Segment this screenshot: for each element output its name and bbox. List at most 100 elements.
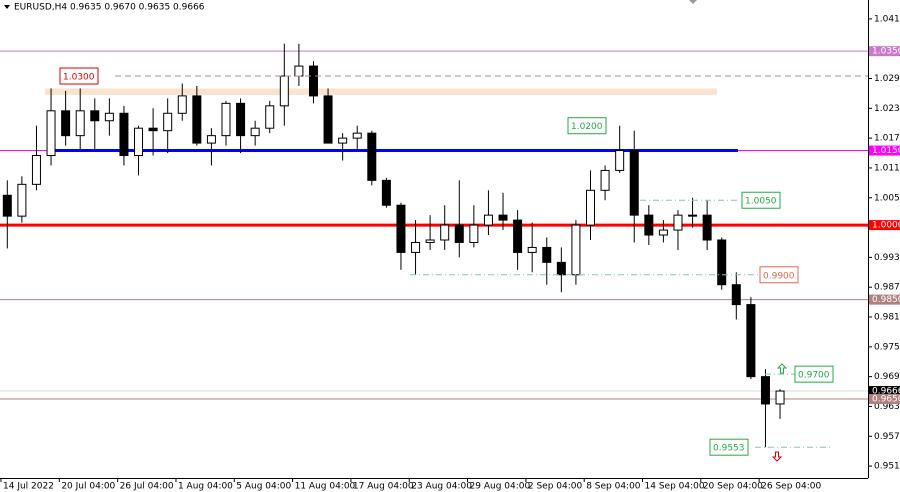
candle-body — [31, 155, 41, 185]
annotation-box — [567, 117, 607, 135]
level-tag — [869, 220, 900, 231]
level-tag-label: 1.0150 — [872, 146, 900, 156]
candle-body — [221, 102, 231, 137]
candle-body — [294, 65, 304, 77]
annotation-box — [709, 438, 749, 456]
annotation-box — [59, 67, 99, 85]
y-tick-label: 1.0115 — [874, 163, 900, 173]
candle-body — [134, 127, 144, 157]
candle-body — [250, 127, 260, 137]
x-tick-label: 11 Aug 04:00 — [295, 482, 356, 492]
shift-marker — [689, 0, 697, 4]
candle-body — [775, 390, 785, 405]
plot: 1.0415 1.0295 1.0235 1.0175 1.0115 1.0055 0.99… — [0, 14, 900, 492]
x-tick-label: 23 Aug 04:00 — [411, 482, 472, 492]
y-tick-label: 0.9815 — [874, 313, 900, 323]
y-tick-label: 1.0295 — [874, 74, 900, 84]
candle-body — [717, 239, 727, 286]
candle-body — [527, 246, 537, 253]
candle-body — [542, 246, 552, 263]
candle-body — [265, 105, 275, 129]
annotation-box — [741, 191, 781, 209]
y-tick-label: 1.0235 — [874, 104, 900, 114]
symbol-header: EURUSD,H4 0.9635 0.9670 0.9635 0.9666 — [14, 3, 205, 13]
annotation-box — [794, 365, 834, 383]
candle-body — [556, 261, 566, 276]
annotation-label: 0.9700 — [798, 371, 830, 381]
x-tick-label: 1 Aug 04:00 — [178, 482, 233, 492]
candle-body — [702, 214, 712, 241]
candle-body — [498, 214, 508, 221]
candle-body — [308, 65, 318, 97]
candle-body — [440, 224, 450, 241]
candle-body — [90, 110, 100, 122]
y-tick-label: 1.0055 — [874, 193, 900, 203]
candle-body — [338, 137, 348, 144]
candle-body — [513, 219, 523, 253]
x-tick-label: 29 Aug 04:00 — [470, 482, 531, 492]
level-tag-label: 1.0350 — [872, 47, 900, 57]
level-tag-label: 0.9666 — [872, 387, 900, 397]
candle-body — [177, 95, 187, 114]
candle-body — [148, 127, 158, 132]
level-tag-label: 0.9650 — [872, 394, 900, 404]
up-arrow — [776, 363, 788, 374]
candle-body — [396, 204, 406, 253]
menu-arrow[interactable] — [4, 5, 10, 9]
candle-body — [483, 214, 493, 226]
x-tick-label: 26 Sep 04:00 — [761, 482, 821, 492]
candle-body — [323, 95, 333, 144]
x-tick-label: 2 Sep 04:00 — [528, 482, 583, 492]
candle-body — [673, 214, 683, 231]
x-tick-label: 26 Jul 04:00 — [120, 482, 174, 492]
y-tick-label: 0.9875 — [874, 283, 900, 293]
y-tick-label: 0.9935 — [874, 253, 900, 263]
candle-body — [119, 112, 129, 157]
y-tick-label: 0.9635 — [874, 402, 900, 412]
x-tick-label: 20 Sep 04:00 — [703, 482, 763, 492]
candle-body — [2, 194, 12, 217]
candle-body — [236, 102, 246, 137]
level-tag — [869, 393, 900, 404]
level-tag — [869, 294, 900, 305]
candle-body — [629, 150, 639, 216]
x-tick-label: 14 Jul 2022 — [3, 482, 54, 492]
candle-body — [46, 110, 56, 157]
candle-body — [367, 132, 377, 181]
candle-body — [469, 224, 479, 243]
y-tick-label: 0.9755 — [874, 342, 900, 352]
annotation-box — [759, 266, 799, 284]
zone — [45, 88, 717, 95]
level-tag — [869, 386, 900, 397]
candle-body — [61, 110, 71, 137]
annotation-label: 0.9900 — [763, 271, 795, 281]
candle-body — [731, 284, 741, 306]
y-tick-label: 1.0415 — [874, 14, 900, 24]
candle-body — [600, 169, 610, 191]
annotation-label: 1.0300 — [63, 73, 95, 83]
y-tick-label: 0.9695 — [874, 372, 900, 382]
annotation-label: 0.9553 — [713, 444, 745, 454]
x-tick-label: 14 Sep 04:00 — [645, 482, 705, 492]
candle-body — [644, 214, 654, 236]
candle-body — [746, 304, 756, 378]
candle-body — [192, 95, 202, 144]
y-tick-label: 0.9515 — [874, 462, 900, 472]
candle-body — [688, 214, 698, 217]
candle-body — [571, 224, 581, 276]
x-tick-label: 17 Aug 04:00 — [353, 482, 414, 492]
candle-body — [104, 112, 114, 122]
level-tag — [869, 145, 900, 156]
x-tick-label: 5 Aug 04:00 — [236, 482, 291, 492]
down-arrow — [771, 451, 783, 462]
annotation-label: 1.0050 — [745, 197, 777, 207]
candle-body — [425, 239, 435, 243]
level-tag — [869, 46, 900, 57]
y-tick-label: 1.0175 — [874, 134, 900, 144]
candle-body — [17, 183, 27, 217]
candle-body — [411, 241, 421, 253]
candle-body — [279, 75, 289, 107]
